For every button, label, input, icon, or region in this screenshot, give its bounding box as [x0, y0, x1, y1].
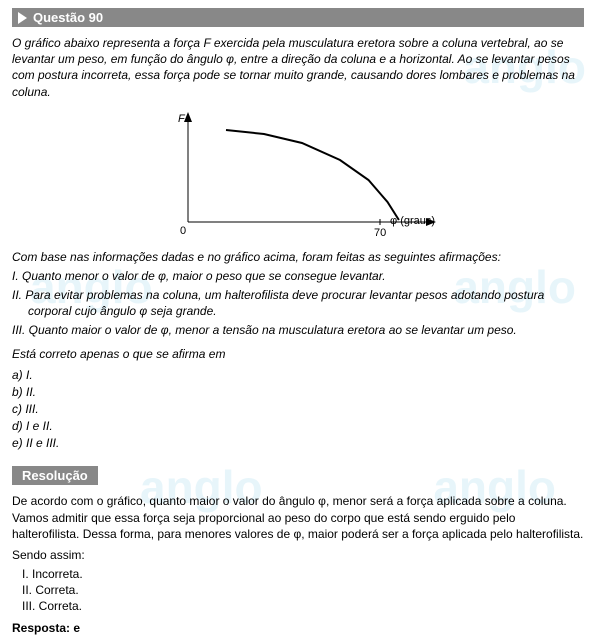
evaluation-item: I. Incorreta. — [22, 566, 584, 582]
question-stem: Está correto apenas o que se afirma em — [12, 347, 584, 361]
resolution-header: Resolução — [12, 466, 98, 485]
statements-list: I. Quanto menor o valor de φ, maior o pe… — [12, 268, 584, 339]
answer-line: Resposta: e — [12, 621, 584, 635]
option-item: c) III. — [12, 401, 584, 417]
answer-value: e — [73, 621, 80, 635]
chart-container: Fφ (graus)070 — [12, 110, 584, 240]
resolution-lead: Sendo assim: — [12, 548, 584, 562]
statements-intro: Com base nas informações dadas e no gráf… — [12, 250, 584, 264]
statement-item: III. Quanto maior o valor de φ, menor a … — [12, 322, 584, 338]
evaluation-item: II. Correta. — [22, 582, 584, 598]
force-angle-chart: Fφ (graus)070 — [158, 110, 438, 240]
answer-label: Resposta: — [12, 621, 70, 635]
option-item: e) II e III. — [12, 435, 584, 451]
svg-text:70: 70 — [374, 227, 386, 239]
evaluation-list: I. Incorreta.II. Correta.III. Correta. — [12, 566, 584, 615]
option-item: b) II. — [12, 384, 584, 400]
option-item: a) I. — [12, 367, 584, 383]
question-number: Questão 90 — [33, 10, 103, 25]
svg-text:F: F — [178, 113, 186, 125]
question-header: Questão 90 — [12, 8, 584, 27]
resolution-text: De acordo com o gráfico, quanto maior o … — [12, 493, 584, 542]
triangle-icon — [18, 12, 27, 24]
statement-item: II. Para evitar problemas na coluna, um … — [12, 287, 584, 319]
options-list: a) I.b) II.c) III.d) I e II.e) II e III. — [12, 367, 584, 452]
svg-text:0: 0 — [180, 225, 186, 237]
statement-item: I. Quanto menor o valor de φ, maior o pe… — [12, 268, 584, 284]
option-item: d) I e II. — [12, 418, 584, 434]
evaluation-item: III. Correta. — [22, 598, 584, 614]
question-text: O gráfico abaixo representa a força F ex… — [12, 35, 584, 100]
